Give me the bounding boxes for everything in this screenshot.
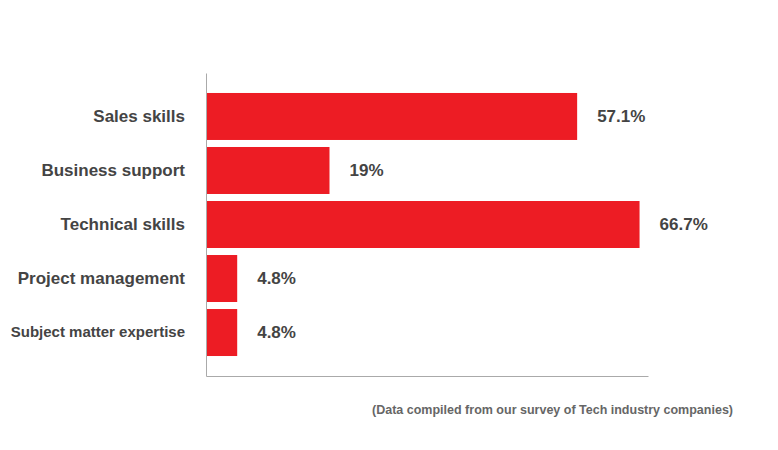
category-label: Subject matter expertise: [11, 323, 185, 340]
chart-container: Sales skills Business support Technical sk…: [0, 0, 778, 450]
data-labels: 57.1% 19% 66.7% 4.8% 4.8%: [257, 107, 708, 342]
data-label: 57.1%: [597, 107, 645, 126]
annotation: (Data compiled from our survey of Tech i…: [372, 403, 733, 417]
category-label: Business support: [41, 161, 185, 180]
category-label: Project management: [18, 269, 186, 288]
y-tick: Technical skills: [61, 215, 206, 234]
data-label: 66.7%: [660, 215, 708, 234]
y-tick: Project management: [18, 269, 206, 288]
chart-svg: Sales skills Business support Technical sk…: [0, 0, 778, 450]
x-axis: [207, 376, 649, 377]
y-axis-line: [206, 74, 207, 377]
y-axis: Sales skills Business support Technical sk…: [11, 74, 207, 377]
bars: [206, 93, 640, 356]
bar: [206, 201, 640, 248]
bar: [206, 147, 330, 194]
y-tick: Business support: [41, 161, 206, 180]
data-label: 4.8%: [257, 269, 296, 288]
data-label: 4.8%: [257, 323, 296, 342]
y-tick: Sales skills: [93, 107, 206, 126]
bar: [206, 93, 577, 140]
bar: [206, 255, 237, 302]
data-label: 19%: [350, 161, 384, 180]
bar: [206, 309, 237, 356]
category-label: Sales skills: [93, 107, 185, 126]
y-tick: Subject matter expertise: [11, 323, 206, 340]
category-label: Technical skills: [61, 215, 185, 234]
x-axis-line: [207, 376, 649, 377]
